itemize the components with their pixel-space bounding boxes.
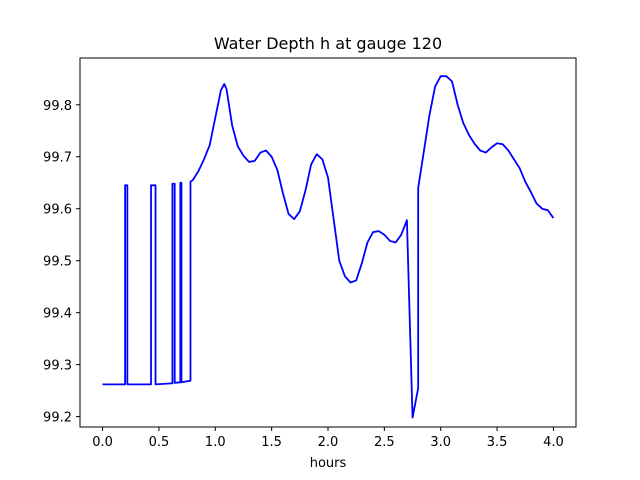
x-tick-label: 1.0 bbox=[205, 435, 226, 450]
y-tick-label: 99.5 bbox=[43, 255, 72, 270]
x-tick-label: 0.5 bbox=[149, 435, 170, 450]
y-tick-label: 99.8 bbox=[43, 99, 72, 114]
series-line bbox=[102, 75, 555, 419]
x-tick-label: 2.5 bbox=[374, 435, 395, 450]
x-tick-label: 4.0 bbox=[543, 435, 564, 450]
y-axis: 99.2 99.3 99.4 99.5 99.6 99.7 99.8 bbox=[43, 99, 80, 426]
x-axis: 0.0 0.5 1.0 1.5 2.0 2.5 3.0 3.5 4.0 bbox=[92, 427, 564, 450]
y-tick-label: 99.3 bbox=[43, 359, 72, 374]
x-axis-label: hours bbox=[310, 456, 347, 471]
y-tick-label: 99.6 bbox=[43, 203, 72, 218]
x-tick-label: 0.0 bbox=[92, 435, 113, 450]
x-tick-label: 3.5 bbox=[487, 435, 508, 450]
y-tick-label: 99.2 bbox=[43, 411, 72, 426]
x-tick-label: 3.0 bbox=[430, 435, 451, 450]
y-tick-label: 99.4 bbox=[43, 307, 72, 322]
x-tick-label: 1.5 bbox=[261, 435, 282, 450]
x-tick-label: 2.0 bbox=[318, 435, 339, 450]
y-tick-label: 99.7 bbox=[43, 151, 72, 166]
chart-title: Water Depth h at gauge 120 bbox=[214, 34, 442, 53]
series-layer bbox=[102, 75, 555, 419]
